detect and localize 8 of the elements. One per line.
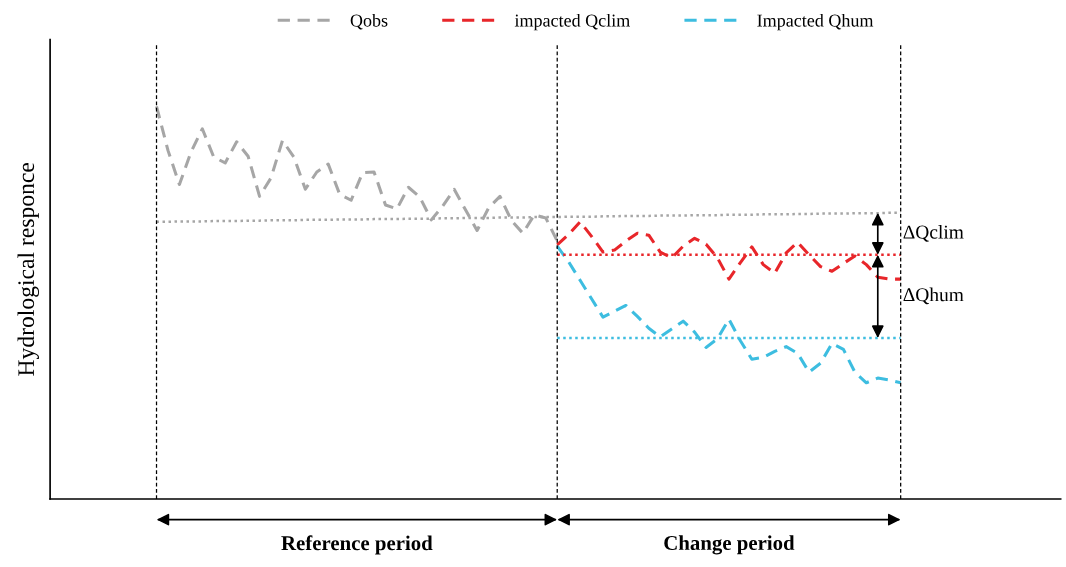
legend-label: Qobs bbox=[350, 13, 388, 30]
annotation: ΔQclim bbox=[903, 224, 964, 242]
text: Change period bbox=[664, 535, 795, 555]
legend-label: Impacted Qhum bbox=[757, 13, 874, 31]
y-axis-title: Hydrological responce bbox=[17, 162, 39, 376]
annotation: ΔQhum bbox=[903, 287, 964, 305]
text: Reference period bbox=[281, 535, 433, 555]
legend-label: impacted Qclim bbox=[514, 13, 630, 31]
